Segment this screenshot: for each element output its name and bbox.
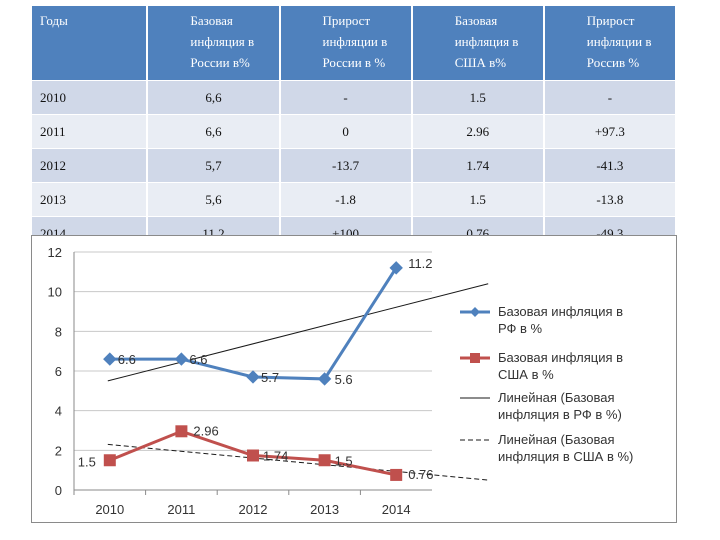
data-point-usa bbox=[390, 468, 403, 481]
header-growth-russia-2: Прирост инфляции в Россив % bbox=[544, 6, 675, 80]
header-growth-russia: Прирост инфляции в России в % bbox=[280, 6, 411, 80]
cell-year: 2013 bbox=[32, 183, 147, 216]
y-tick-label: 12 bbox=[48, 245, 62, 260]
data-point-usa bbox=[318, 454, 331, 467]
cell-value: -13.7 bbox=[280, 149, 411, 182]
data-label: 5.6 bbox=[335, 372, 353, 387]
cell-value: 6,6 bbox=[148, 115, 279, 148]
cell-value: 5,6 bbox=[148, 183, 279, 216]
data-point-russia bbox=[103, 352, 117, 366]
data-point-usa bbox=[103, 454, 116, 467]
legend-marker bbox=[470, 307, 480, 317]
inflation-table: Годы Базовая инфляция в России в% Прирос… bbox=[30, 5, 677, 251]
table-row: 2011 6,6 0 2.96 +97.3 bbox=[32, 115, 675, 148]
data-label: 6.6 bbox=[189, 352, 207, 367]
legend-label: Линейная (Базовая инфляция в РФ в %) bbox=[498, 390, 622, 422]
chart-canvas: 0 2 4 6 8 10 12 2010 2011 2012 2013 2014 6.6 6.6 5.7 5.… bbox=[48, 245, 634, 517]
y-tick-label: 8 bbox=[55, 324, 62, 339]
legend-marker bbox=[470, 353, 480, 363]
cell-year: 2010 bbox=[32, 81, 147, 114]
cell-value: -13.8 bbox=[544, 183, 675, 216]
data-label: 11.2 bbox=[408, 256, 432, 271]
y-tick-label: 10 bbox=[48, 285, 62, 300]
data-point-usa bbox=[175, 425, 188, 438]
data-label: 0.76 bbox=[408, 467, 433, 482]
table-header-row: Годы Базовая инфляция в России в% Прирос… bbox=[32, 6, 675, 80]
cell-value: - bbox=[280, 81, 411, 114]
cell-value: 2.96 bbox=[412, 115, 543, 148]
data-point-russia bbox=[389, 261, 403, 275]
data-label: 5.7 bbox=[261, 370, 279, 385]
y-tick-label: 4 bbox=[55, 404, 62, 419]
cell-value: 1.74 bbox=[412, 149, 543, 182]
x-tick-label: 2010 bbox=[95, 502, 124, 517]
cell-value: - bbox=[544, 81, 675, 114]
data-label: 2.96 bbox=[193, 423, 218, 438]
cell-year: 2012 bbox=[32, 149, 147, 182]
cell-value: 1.5 bbox=[412, 183, 543, 216]
data-point-russia bbox=[317, 372, 332, 386]
data-point-russia bbox=[174, 352, 189, 366]
table-row: 2013 5,6 -1.8 1.5 -13.8 bbox=[32, 183, 675, 216]
data-label: 1.74 bbox=[263, 448, 288, 463]
cell-value: 5,7 bbox=[148, 149, 279, 182]
cell-value: 1.5 bbox=[412, 81, 543, 114]
line-chart: 0 2 4 6 8 10 12 2010 2011 2012 2013 2014 6.6 6.6 5.7 5.… bbox=[31, 235, 677, 523]
y-tick-label: 6 bbox=[55, 364, 62, 379]
y-tick-label: 2 bbox=[55, 443, 62, 458]
cell-value: +97.3 bbox=[544, 115, 675, 148]
data-point-usa bbox=[247, 449, 259, 462]
x-tick-label: 2011 bbox=[167, 502, 195, 517]
data-label: 1.5 bbox=[335, 453, 353, 468]
cell-year: 2011 bbox=[32, 115, 147, 148]
x-tick-label: 2013 bbox=[310, 502, 339, 517]
header-base-inflation-usa: Базовая инфляция в США в% bbox=[412, 6, 543, 80]
trendline-russia bbox=[107, 283, 489, 382]
cell-value: -41.3 bbox=[544, 149, 675, 182]
cell-value: 6,6 bbox=[148, 81, 279, 114]
table-row: 2012 5,7 -13.7 1.74 -41.3 bbox=[32, 149, 675, 182]
series-line-russia bbox=[109, 267, 398, 381]
data-point-russia bbox=[246, 370, 260, 384]
table-row: 2010 6,6 - 1.5 - bbox=[32, 81, 675, 114]
legend-label: Базовая инфляция в РФ в % bbox=[498, 304, 623, 336]
header-years: Годы bbox=[32, 6, 147, 80]
data-label: 1.5 bbox=[78, 454, 96, 469]
cell-value: -1.8 bbox=[280, 183, 411, 216]
data-label: 6.6 bbox=[118, 352, 136, 367]
header-base-inflation-russia: Базовая инфляция в России в% bbox=[148, 6, 279, 80]
y-tick-label: 0 bbox=[55, 483, 62, 498]
x-tick-label: 2014 bbox=[382, 502, 411, 517]
cell-value: 0 bbox=[280, 115, 411, 148]
legend-label: Базовая инфляция в США в % bbox=[498, 350, 623, 382]
x-tick-label: 2012 bbox=[239, 502, 268, 517]
legend-label: Линейная (Базовая инфляция в США в %) bbox=[498, 432, 633, 464]
